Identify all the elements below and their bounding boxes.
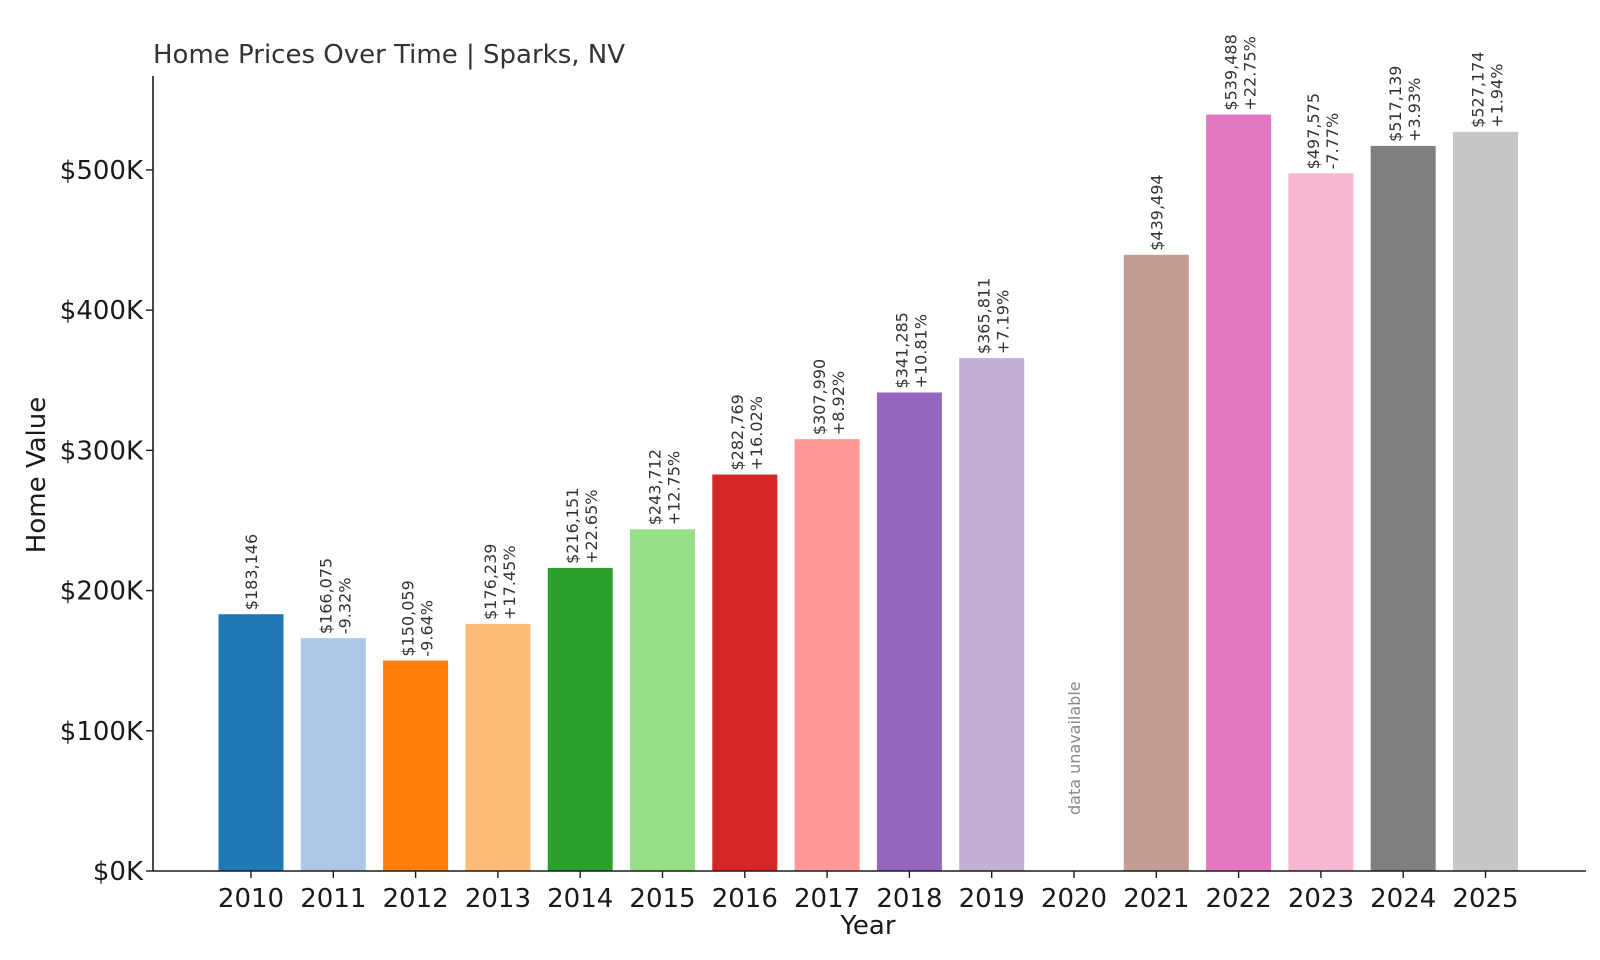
x-tick-label: 2013 — [465, 884, 531, 914]
bars-group — [218, 114, 1518, 872]
x-tick-label: 2010 — [218, 884, 284, 914]
x-tick-label: 2014 — [547, 884, 613, 914]
bar — [959, 358, 1025, 871]
bar — [1206, 114, 1272, 872]
x-tick-label: 2012 — [383, 884, 449, 914]
x-tick-label: 2024 — [1370, 884, 1436, 914]
bar-value-label: $176,239+17.45% — [481, 544, 519, 620]
bar-value-label: $216,151+22.65% — [563, 488, 601, 564]
x-tick-label: 2016 — [712, 884, 778, 914]
bar-change-label: +16.02% — [747, 396, 766, 470]
bar-change-label: +22.75% — [1241, 36, 1260, 110]
bar-value-label: $166,075-9.32% — [316, 558, 354, 634]
bar — [465, 623, 531, 871]
bar-labels-group: $183,146 $166,075-9.32% $150,059-9.64% $176… — [242, 34, 1507, 815]
bar — [794, 439, 860, 871]
x-tick-label: 2020 — [1041, 884, 1107, 914]
bar-change-label: -9.32% — [335, 578, 354, 635]
bar-change-label: -9.64% — [418, 600, 437, 657]
bar-value-label: $365,811+7.19% — [975, 278, 1013, 354]
bar-value-label: $497,575-7.77% — [1304, 93, 1342, 169]
y-tick-label: $300K — [60, 436, 144, 466]
bar — [547, 567, 613, 871]
bar — [630, 529, 695, 871]
bar-change-label: +12.75% — [665, 451, 684, 525]
bar — [1288, 173, 1354, 872]
bar — [1123, 254, 1189, 871]
bar — [1370, 145, 1436, 872]
bar-change-label: +8.92% — [829, 371, 848, 435]
bar — [712, 474, 778, 871]
bar-value-label: $150,059-9.64% — [399, 580, 437, 656]
x-tick-label: 2021 — [1123, 884, 1189, 914]
bar-value-label: $517,139+3.93% — [1386, 66, 1424, 142]
missing-data-label: data unavailable — [1065, 681, 1084, 815]
bar-value-label: $282,769+16.02% — [728, 394, 766, 470]
bar — [1453, 131, 1518, 871]
bar-value-label: $243,712+12.75% — [646, 449, 684, 525]
x-tick-label: 2023 — [1288, 884, 1354, 914]
x-tick-label: 2019 — [959, 884, 1025, 914]
bar-change-label: +17.45% — [500, 545, 519, 619]
x-tick-label: 2015 — [629, 884, 695, 914]
bar-change-label: +7.19% — [994, 290, 1013, 354]
bar-change-label: +22.65% — [582, 490, 601, 564]
chart-title: Home Prices Over Time | Sparks, NV — [153, 40, 625, 70]
bar-value-label: $183,146 — [242, 534, 261, 610]
bar-value-label: $527,174+1.94% — [1469, 51, 1507, 127]
bar — [218, 614, 284, 871]
bar-value-label: $341,285+10.81% — [892, 312, 930, 388]
bar-value-label: $439,494 — [1147, 174, 1166, 250]
x-tick-label: 2018 — [876, 884, 942, 914]
x-axis-ticks: 2010 2011 2012 2013 2014 2015 2016 2017 2018 2019… — [218, 871, 1519, 914]
bar — [383, 660, 449, 871]
x-tick-label: 2011 — [300, 884, 366, 914]
x-tick-label: 2017 — [794, 884, 860, 914]
bar-change-label: +1.94% — [1488, 64, 1507, 128]
y-tick-label: $200K — [60, 577, 144, 607]
y-tick-label: $500K — [60, 156, 144, 186]
bar-change-label: +10.81% — [911, 314, 930, 388]
bar — [876, 392, 942, 871]
y-tick-label: $100K — [60, 717, 144, 747]
y-axis-ticks: $0K $100K $200K $300K $400K $500K — [60, 156, 153, 887]
x-tick-label: 2022 — [1206, 884, 1272, 914]
bar — [300, 638, 366, 871]
y-tick-label: $400K — [60, 296, 144, 326]
x-tick-label: 2025 — [1452, 884, 1518, 914]
y-tick-label: $0K — [93, 857, 144, 887]
y-axis-title: Home Value — [22, 397, 52, 553]
x-axis-title: Year — [839, 911, 895, 941]
bar-value-label: $539,488+22.75% — [1222, 34, 1260, 110]
bar-change-label: -7.77% — [1323, 113, 1342, 170]
bar-change-label: +3.93% — [1405, 78, 1424, 142]
bar-value-label: $307,990+8.92% — [810, 359, 848, 435]
